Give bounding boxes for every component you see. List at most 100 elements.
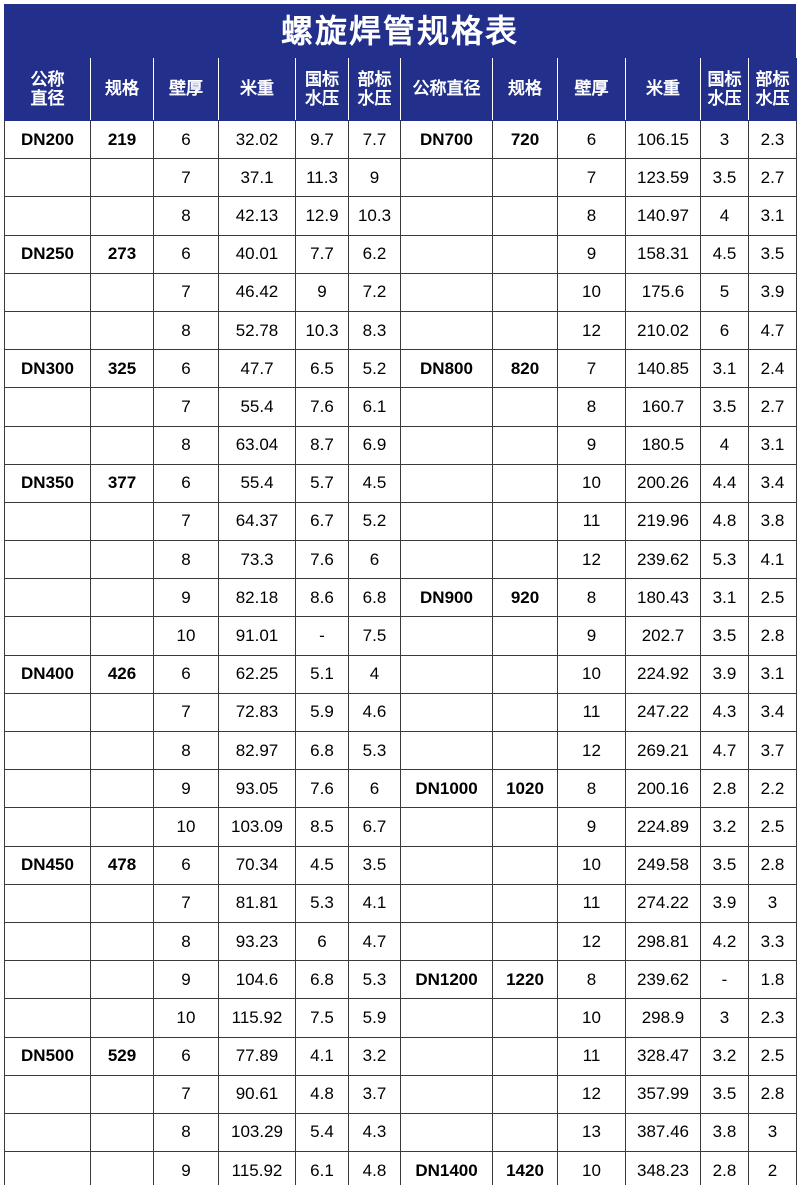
cell-left-gb-pressure: 8.7 [295, 425, 349, 465]
cell-left-gb-pressure: 5.9 [295, 692, 349, 733]
table-row: 10 115.92 7.5 5.9 10 298.9 3 2.3 [4, 998, 797, 1038]
cell-left-wall-thickness: 6 [153, 234, 219, 274]
cell-right-mb-pressure: 2.7 [748, 158, 797, 198]
cell-right-mb-pressure: 3.3 [748, 921, 797, 962]
table-row: 9 115.92 6.1 4.8 DN1400 1420 10 348.23 2.8 2 [4, 1151, 797, 1185]
header-gb-pressure-left: 国标 水压 [295, 58, 349, 121]
cell-left-spec [90, 730, 154, 771]
cell-left-spec [90, 1112, 154, 1153]
cell-left-weight-per-meter: 93.05 [218, 769, 296, 809]
cell-left-gb-pressure: - [295, 616, 349, 656]
cell-left-gb-pressure: 7.5 [295, 998, 349, 1038]
cell-left-wall-thickness: 8 [153, 540, 219, 580]
cell-right-nominal-diameter: DN1000 [400, 769, 493, 809]
cell-right-mb-pressure: 3.1 [748, 654, 797, 694]
cell-right-nominal-diameter [400, 807, 493, 847]
cell-right-mb-pressure: 2.5 [748, 1036, 797, 1076]
table-row: 8 52.78 10.3 8.3 12 210.02 6 4.7 [4, 310, 797, 351]
cell-right-spec [492, 196, 558, 236]
cell-right-weight-per-meter: 269.21 [625, 730, 701, 771]
table-row: 8 103.29 5.4 4.3 13 387.46 3.8 3 [4, 1112, 797, 1153]
cell-right-weight-per-meter: 202.7 [625, 616, 701, 656]
table-row: 10 91.01-7.5 9 202.7 3.5 2.8 [4, 616, 797, 656]
cell-left-wall-thickness: 7 [153, 1074, 219, 1114]
cell-left-spec [90, 196, 154, 236]
cell-right-nominal-diameter [400, 540, 493, 580]
header-weight-per-meter-left: 米重 [218, 58, 296, 121]
cell-left-wall-thickness: 6 [153, 654, 219, 694]
cell-right-spec [492, 883, 558, 923]
header-row: 公称 直径 规格 壁厚 米重 国标 水压 部标 水压 公称直径 规格 壁厚 米重 [4, 58, 797, 121]
cell-left-nominal-diameter [4, 960, 91, 1000]
cell-right-gb-pressure: 3.1 [700, 578, 749, 618]
cell-right-weight-per-meter: 219.96 [625, 501, 701, 542]
cell-left-weight-per-meter: 91.01 [218, 616, 296, 656]
cell-right-weight-per-meter: 200.26 [625, 463, 701, 503]
table-row: 7 72.83 5.9 4.6 11 247.22 4.3 3.4 [4, 692, 797, 733]
cell-right-gb-pressure: 2.8 [700, 1151, 749, 1185]
cell-right-wall-thickness: 9 [557, 425, 626, 465]
header-nominal-diameter-left-line2: 直径 [30, 88, 65, 108]
cell-left-spec: 529 [90, 1036, 154, 1076]
cell-right-weight-per-meter: 247.22 [625, 692, 701, 733]
cell-left-weight-per-meter: 63.04 [218, 425, 296, 465]
cell-right-wall-thickness: 10 [557, 998, 626, 1038]
header-gb-pressure-left-line1: 国标 [305, 69, 339, 89]
cell-right-nominal-diameter [400, 998, 493, 1038]
cell-left-gb-pressure: 12.9 [295, 196, 349, 236]
cell-left-nominal-diameter [4, 1074, 91, 1114]
cell-left-weight-per-meter: 93.23 [218, 921, 296, 962]
cell-left-spec [90, 1074, 154, 1114]
cell-right-nominal-diameter [400, 387, 493, 427]
cell-left-mb-pressure: 4.1 [348, 883, 401, 923]
cell-left-weight-per-meter: 90.61 [218, 1074, 296, 1114]
cell-right-mb-pressure: 3.1 [748, 196, 797, 236]
cell-left-mb-pressure: 6.7 [348, 807, 401, 847]
header-spec-right: 规格 [492, 58, 558, 121]
cell-right-wall-thickness: 11 [557, 1036, 626, 1076]
page-title-bar: 螺旋焊管规格表 [4, 4, 796, 58]
cell-right-weight-per-meter: 210.02 [625, 310, 701, 351]
cell-left-wall-thickness: 6 [153, 845, 219, 885]
cell-right-nominal-diameter [400, 1112, 493, 1153]
cell-right-mb-pressure: 2.3 [748, 998, 797, 1038]
cell-left-weight-per-meter: 73.3 [218, 540, 296, 580]
cell-left-nominal-diameter [4, 1151, 91, 1185]
cell-right-wall-thickness: 11 [557, 501, 626, 542]
cell-left-gb-pressure: 7.6 [295, 540, 349, 580]
cell-right-weight-per-meter: 224.89 [625, 807, 701, 847]
cell-left-nominal-diameter [4, 540, 91, 580]
cell-left-spec [90, 501, 154, 542]
cell-left-nominal-diameter [4, 272, 91, 312]
table-row: 10 103.09 8.5 6.7 9 224.89 3.2 2.5 [4, 807, 797, 847]
cell-left-spec [90, 616, 154, 656]
cell-left-nominal-diameter [4, 310, 91, 351]
cell-left-spec [90, 769, 154, 809]
cell-right-spec [492, 272, 558, 312]
cell-right-weight-per-meter: 140.85 [625, 349, 701, 389]
cell-left-spec [90, 692, 154, 733]
cell-left-weight-per-meter: 55.4 [218, 463, 296, 503]
cell-right-gb-pressure: 3.5 [700, 387, 749, 427]
cell-left-nominal-diameter [4, 692, 91, 733]
cell-left-weight-per-meter: 40.01 [218, 234, 296, 274]
cell-right-gb-pressure: - [700, 960, 749, 1000]
cell-right-spec: 820 [492, 349, 558, 389]
cell-right-weight-per-meter: 239.62 [625, 540, 701, 580]
cell-right-weight-per-meter: 160.7 [625, 387, 701, 427]
cell-left-nominal-diameter: DN300 [4, 349, 91, 389]
cell-right-spec: 720 [492, 119, 558, 160]
cell-right-nominal-diameter [400, 845, 493, 885]
cell-left-mb-pressure: 5.9 [348, 998, 401, 1038]
cell-left-wall-thickness: 9 [153, 578, 219, 618]
cell-left-gb-pressure: 7.7 [295, 234, 349, 274]
cell-right-nominal-diameter [400, 272, 493, 312]
cell-right-nominal-diameter [400, 730, 493, 771]
cell-left-weight-per-meter: 62.25 [218, 654, 296, 694]
cell-right-weight-per-meter: 357.99 [625, 1074, 701, 1114]
cell-left-wall-thickness: 10 [153, 616, 219, 656]
cell-right-nominal-diameter [400, 616, 493, 656]
cell-left-wall-thickness: 10 [153, 998, 219, 1038]
cell-right-spec [492, 501, 558, 542]
cell-right-mb-pressure: 2.8 [748, 845, 797, 885]
